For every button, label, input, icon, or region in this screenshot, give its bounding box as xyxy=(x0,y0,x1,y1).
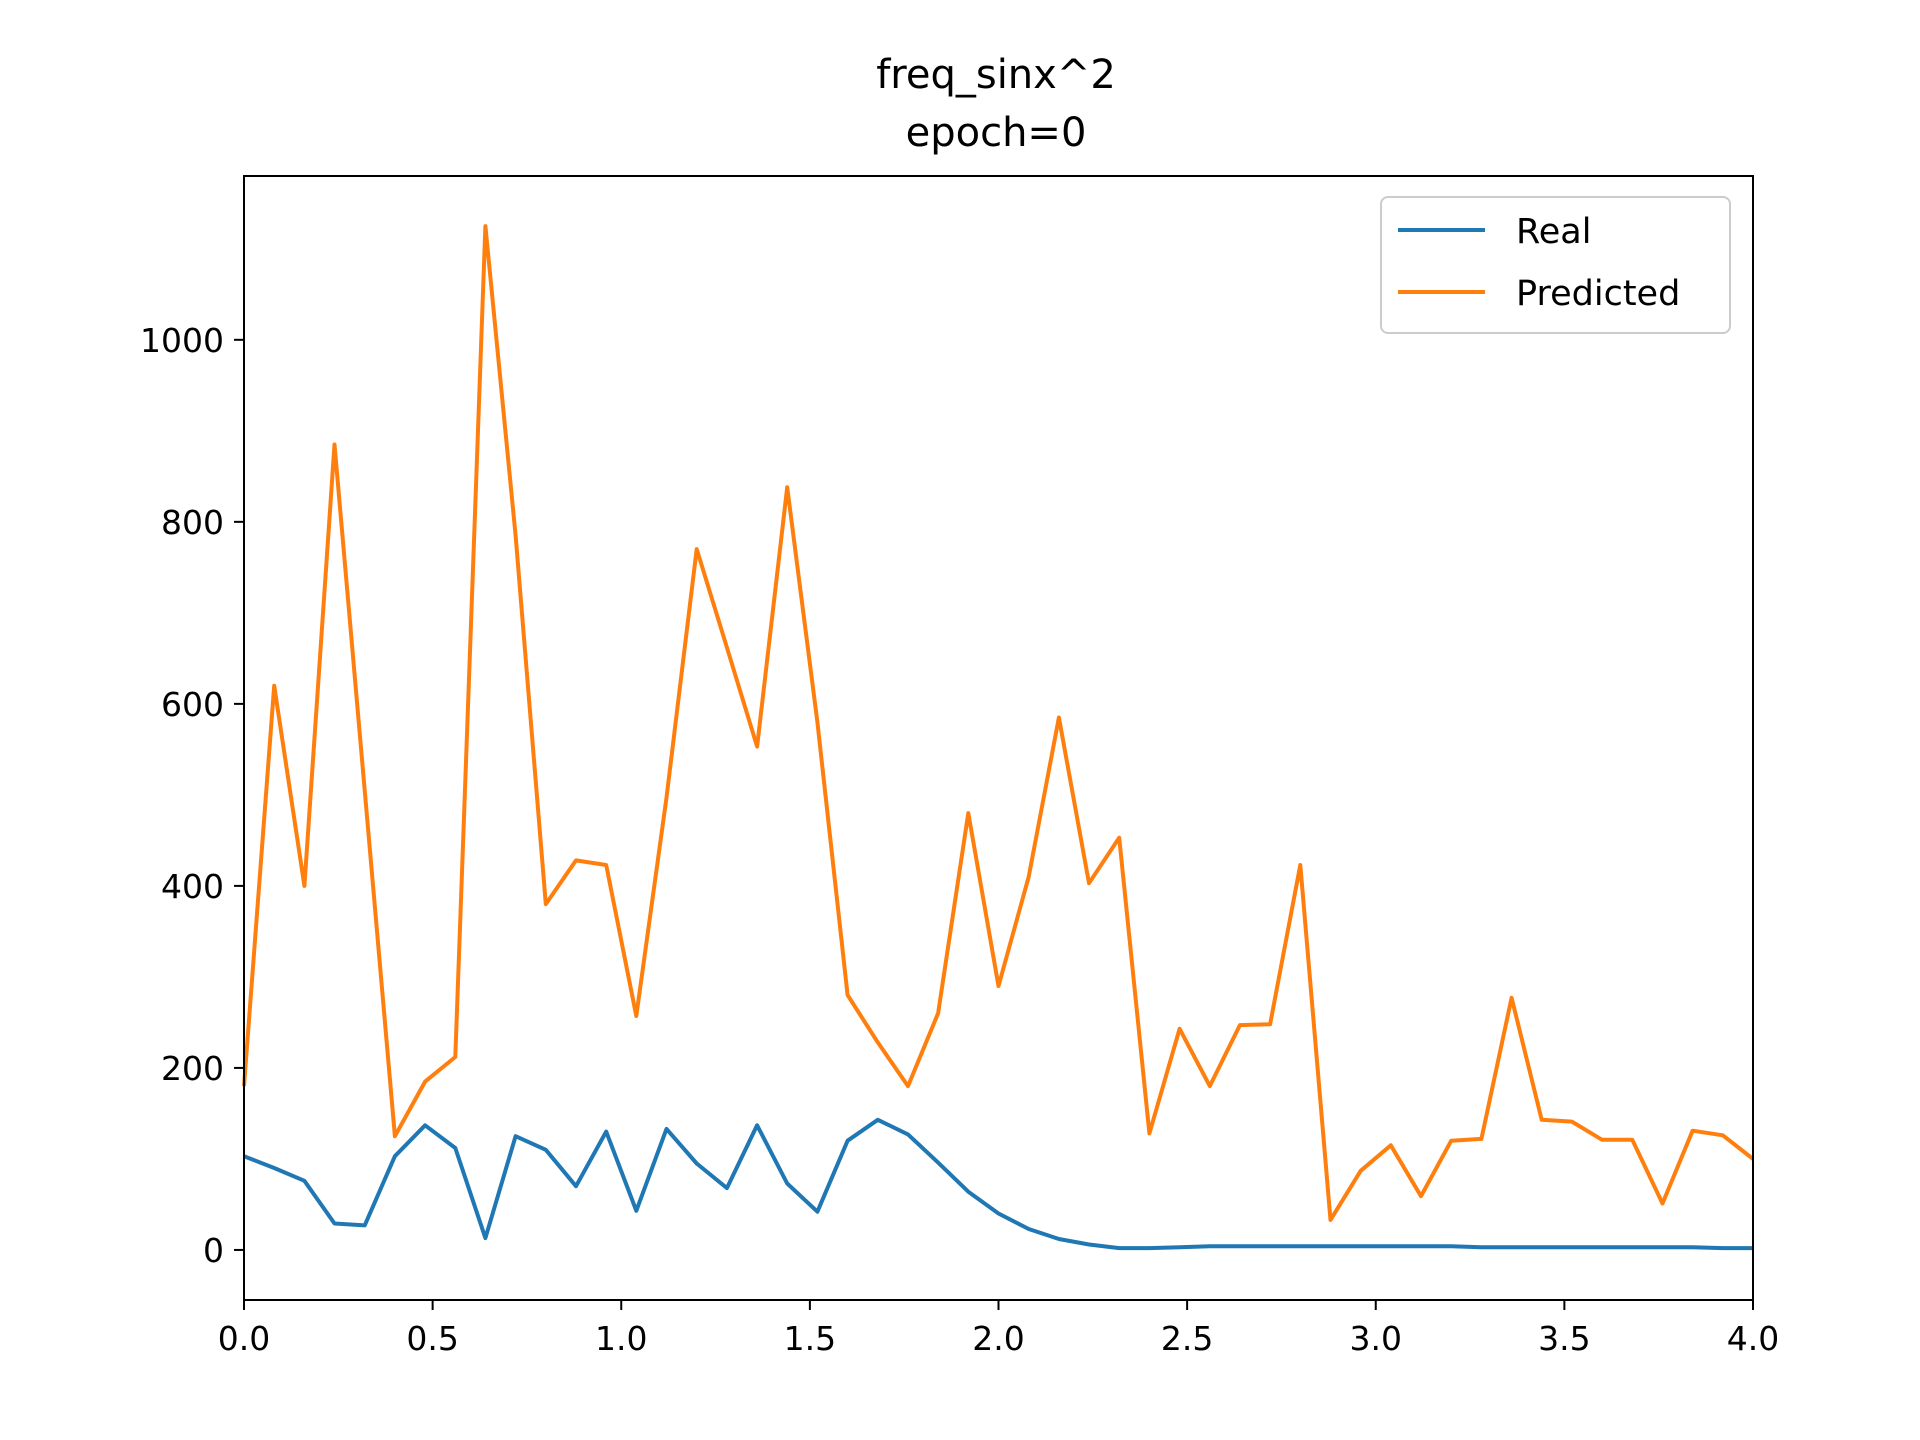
y-tick-label: 800 xyxy=(161,503,224,542)
x-axis-ticks: 0.0 0.5 1.0 1.5 2.0 2.5 3.0 3.5 4.0 xyxy=(218,1300,1779,1358)
x-tick-label: 1.0 xyxy=(595,1319,647,1358)
y-tick-label: 200 xyxy=(161,1049,224,1088)
x-tick-label: 0.0 xyxy=(218,1319,270,1358)
series-layer xyxy=(242,224,1755,1251)
y-tick-label: 400 xyxy=(161,867,224,906)
series-line-real xyxy=(243,1117,1753,1251)
chart-subtitle: epoch=0 xyxy=(906,110,1087,156)
y-tick-label: 0 xyxy=(203,1231,224,1270)
legend-label-predicted: Predicted xyxy=(1516,274,1680,314)
legend-label-real: Real xyxy=(1516,212,1591,252)
y-tick-label: 600 xyxy=(161,685,224,724)
x-tick-label: 3.0 xyxy=(1350,1319,1402,1358)
series-line-predicted xyxy=(242,224,1755,1222)
x-tick-label: 2.0 xyxy=(972,1319,1024,1358)
x-tick-label: 4.0 xyxy=(1727,1319,1779,1358)
chart-title: freq_sinx^2 xyxy=(876,52,1116,98)
x-tick-label: 3.5 xyxy=(1538,1319,1590,1358)
x-tick-label: 2.5 xyxy=(1161,1319,1213,1358)
legend: Real Predicted xyxy=(1380,196,1731,334)
y-tick-label: 1000 xyxy=(140,321,224,360)
x-tick-label: 1.5 xyxy=(784,1319,836,1358)
y-axis-ticks: 0 200 400 600 800 1000 xyxy=(140,321,244,1270)
x-tick-label: 0.5 xyxy=(406,1319,458,1358)
